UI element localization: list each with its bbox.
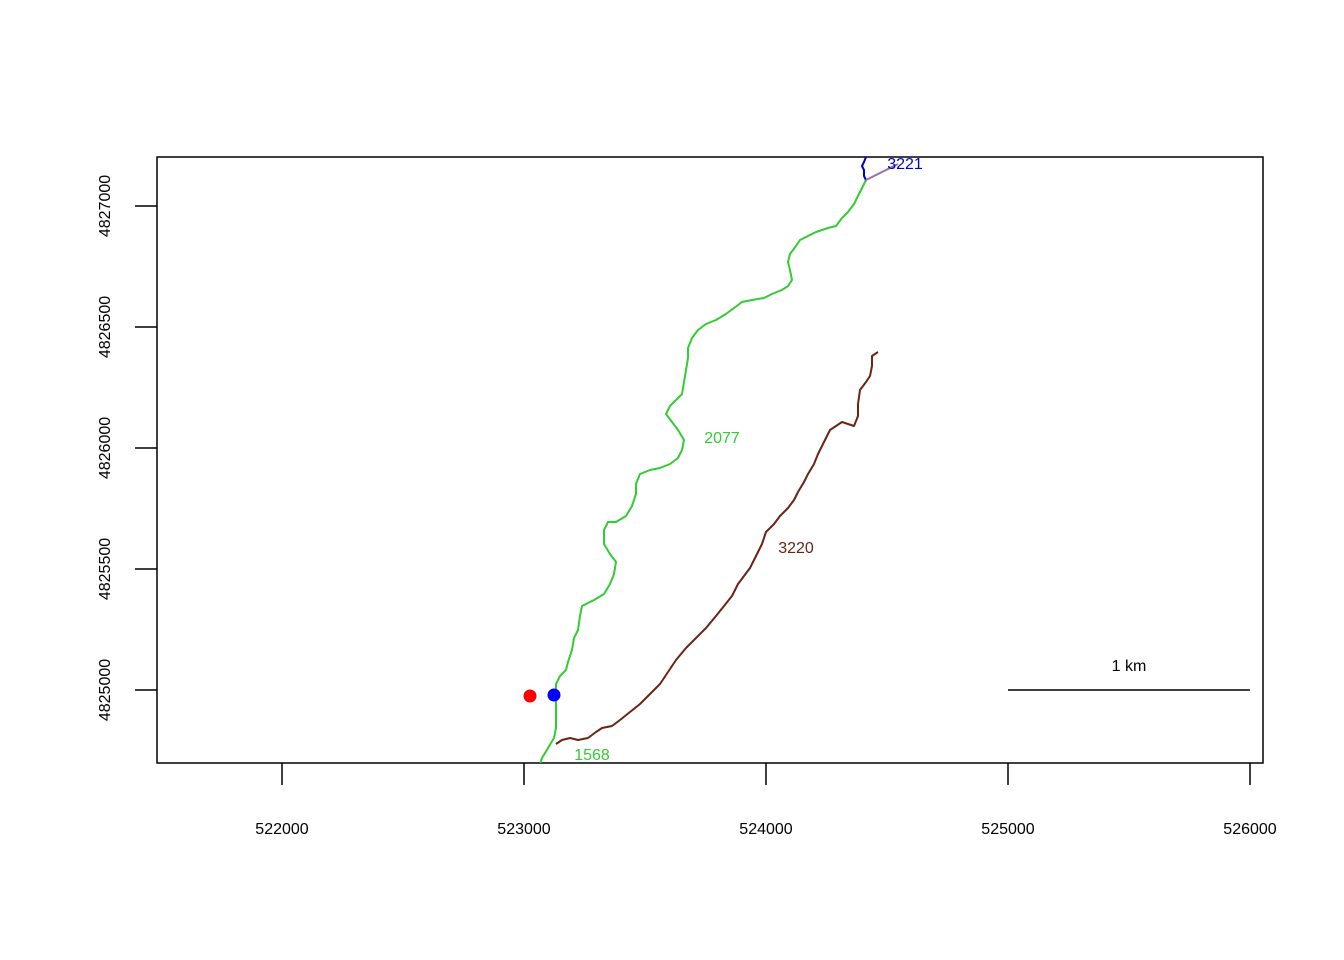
y-tick-label: 4827000 xyxy=(97,175,114,237)
stream-3220-line xyxy=(555,351,879,745)
connector-line xyxy=(865,163,899,181)
stream-3221-label: 3221 xyxy=(887,156,923,173)
x-tick-label: 522000 xyxy=(255,821,308,838)
stream-1568-label: 1568 xyxy=(574,747,610,764)
x-tick-label: 523000 xyxy=(497,821,550,838)
y-axis: 4825000 4825500 4826000 4826500 4827000 xyxy=(97,175,157,721)
scale-bar: 1 km xyxy=(1008,658,1250,691)
x-tick-label: 526000 xyxy=(1223,821,1276,838)
scale-bar-label: 1 km xyxy=(1112,658,1147,675)
plot-frame xyxy=(156,156,1264,764)
y-tick-label: 4826500 xyxy=(97,296,114,358)
stream-2077-line xyxy=(539,179,867,763)
stream-3220-label: 3220 xyxy=(778,540,814,557)
stream-3221-line xyxy=(861,157,867,181)
y-tick-label: 4826000 xyxy=(97,417,114,479)
y-tick-label: 4825500 xyxy=(97,538,114,600)
x-tick-label: 525000 xyxy=(981,821,1034,838)
y-tick-label: 4825000 xyxy=(97,659,114,721)
x-axis: 522000 523000 524000 525000 526000 xyxy=(255,763,1277,838)
red-point-marker xyxy=(523,689,537,703)
x-tick-label: 524000 xyxy=(739,821,792,838)
stream-2077-label: 2077 xyxy=(704,430,740,447)
blue-point-marker xyxy=(547,688,561,702)
